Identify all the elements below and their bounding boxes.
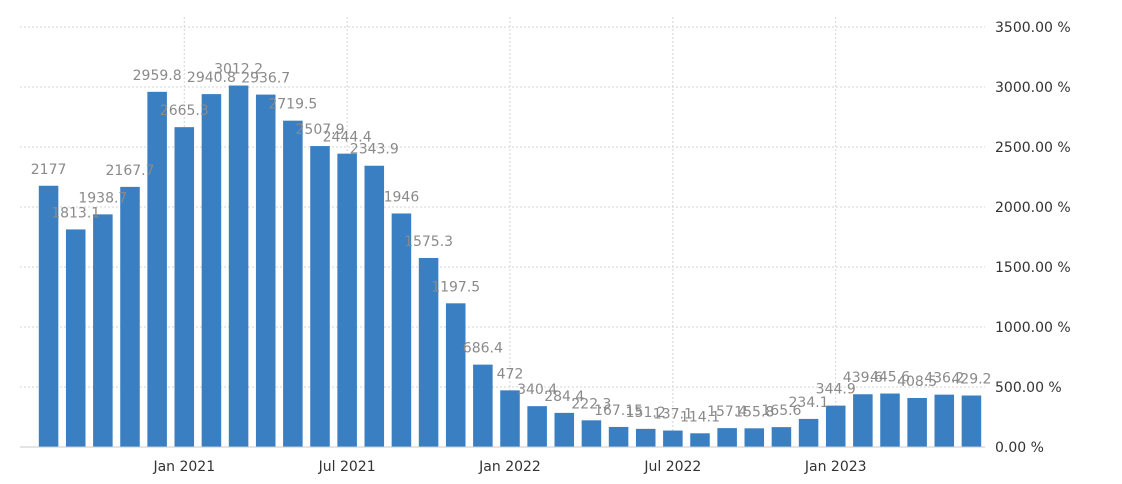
x-tick-label: Jan 2023 bbox=[804, 459, 867, 475]
bar bbox=[798, 418, 819, 447]
bar bbox=[934, 394, 955, 447]
data-label: 157.4 bbox=[707, 404, 747, 420]
bar bbox=[717, 428, 737, 447]
bar bbox=[554, 412, 575, 447]
data-label: 1946 bbox=[384, 189, 420, 205]
data-label: 2665.3 bbox=[160, 103, 209, 119]
bar bbox=[38, 185, 59, 447]
x-tick-label: Jul 2022 bbox=[643, 459, 701, 475]
bar bbox=[907, 397, 927, 447]
data-label: 222.3 bbox=[571, 396, 611, 412]
data-label: 1575.3 bbox=[404, 234, 453, 250]
data-label: 2167.7 bbox=[106, 163, 155, 179]
bar bbox=[201, 94, 222, 447]
y-tick-label: 1000.00 % bbox=[995, 320, 1071, 336]
bar bbox=[500, 390, 520, 447]
bar bbox=[391, 213, 412, 447]
bar bbox=[581, 420, 602, 447]
data-label: 1938.7 bbox=[78, 190, 127, 206]
bar bbox=[147, 91, 167, 447]
bar bbox=[608, 426, 629, 447]
data-label: 686.4 bbox=[463, 341, 503, 357]
data-label: 340.4 bbox=[517, 382, 557, 398]
x-tick-label: Jan 2021 bbox=[152, 459, 215, 475]
bar bbox=[663, 430, 683, 447]
x-tick-label: Jan 2022 bbox=[478, 459, 541, 475]
y-tick-label: 3500.00 % bbox=[995, 20, 1071, 36]
data-label: 2177 bbox=[31, 162, 67, 178]
bar bbox=[445, 303, 466, 447]
data-label: 234.1 bbox=[789, 395, 829, 411]
data-label: 436.2 bbox=[924, 371, 964, 387]
bar bbox=[93, 214, 113, 447]
bar bbox=[771, 427, 792, 447]
data-label: 429.2 bbox=[951, 371, 991, 387]
bar bbox=[174, 127, 195, 447]
data-label: 2343.9 bbox=[350, 142, 399, 158]
y-tick-label: 1500.00 % bbox=[995, 260, 1071, 276]
bar bbox=[310, 146, 330, 447]
bar bbox=[65, 229, 86, 447]
y-tick-label: 3000.00 % bbox=[995, 80, 1071, 96]
data-label: 439.6 bbox=[843, 370, 883, 386]
data-label: 137.1 bbox=[653, 407, 693, 423]
data-label: 167.15 bbox=[594, 403, 643, 419]
bar bbox=[880, 393, 900, 447]
data-label: 344.9 bbox=[816, 382, 856, 398]
bar bbox=[853, 394, 873, 447]
data-label: 472 bbox=[497, 366, 524, 382]
y-tick-label: 500.00 % bbox=[995, 380, 1062, 396]
data-label: 151.2 bbox=[626, 405, 666, 421]
data-label: 1813.1 bbox=[51, 205, 100, 221]
data-label: 2940.8 bbox=[187, 70, 236, 86]
data-label: 408.5 bbox=[897, 374, 937, 390]
bar bbox=[255, 94, 276, 447]
bar bbox=[337, 153, 357, 447]
y-tick-label: 0.00 % bbox=[995, 440, 1044, 456]
axis-layer: 0.00 % 500.00 % 1000.00 % 1500.00 % 2000.00 … bbox=[20, 20, 1071, 475]
bar bbox=[418, 257, 439, 447]
data-label: 155.8 bbox=[734, 404, 774, 420]
data-label: 114.1 bbox=[680, 409, 720, 425]
bar bbox=[961, 395, 982, 447]
bar bbox=[690, 433, 710, 447]
bar bbox=[744, 428, 765, 447]
bar bbox=[120, 186, 140, 447]
data-label: 445.6 bbox=[870, 370, 910, 386]
data-label: 3012.2 bbox=[214, 62, 263, 78]
bar bbox=[283, 120, 303, 447]
bar bbox=[635, 428, 656, 447]
bar-layer bbox=[38, 85, 982, 447]
bar bbox=[825, 405, 846, 447]
data-label: 2959.8 bbox=[133, 68, 182, 84]
bar bbox=[527, 406, 547, 447]
bar bbox=[228, 85, 249, 447]
data-label: 2507.9 bbox=[296, 122, 345, 138]
bar bbox=[473, 364, 493, 447]
bar bbox=[364, 165, 385, 447]
data-label: 2719.5 bbox=[268, 97, 317, 113]
y-tick-label: 2500.00 % bbox=[995, 140, 1071, 156]
data-label: 1197.5 bbox=[431, 279, 480, 295]
data-label: 2444.4 bbox=[323, 130, 372, 146]
y-tick-label: 2000.00 % bbox=[995, 200, 1071, 216]
data-label: 284.4 bbox=[544, 389, 584, 405]
data-label: 165.6 bbox=[761, 403, 801, 419]
data-label: 2936.7 bbox=[241, 71, 290, 87]
x-tick-label: Jul 2021 bbox=[318, 459, 376, 475]
